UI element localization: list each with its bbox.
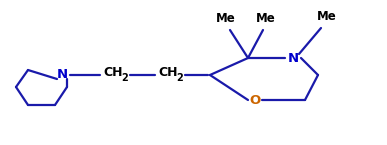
Text: N: N	[57, 68, 68, 81]
Text: Me: Me	[216, 12, 236, 25]
Text: N: N	[288, 51, 298, 65]
Text: 2: 2	[121, 73, 128, 83]
Text: O: O	[249, 94, 260, 106]
Text: CH: CH	[103, 67, 123, 79]
Text: Me: Me	[256, 12, 276, 25]
Text: CH: CH	[158, 67, 178, 79]
Text: Me: Me	[317, 10, 337, 23]
Text: 2: 2	[176, 73, 183, 83]
